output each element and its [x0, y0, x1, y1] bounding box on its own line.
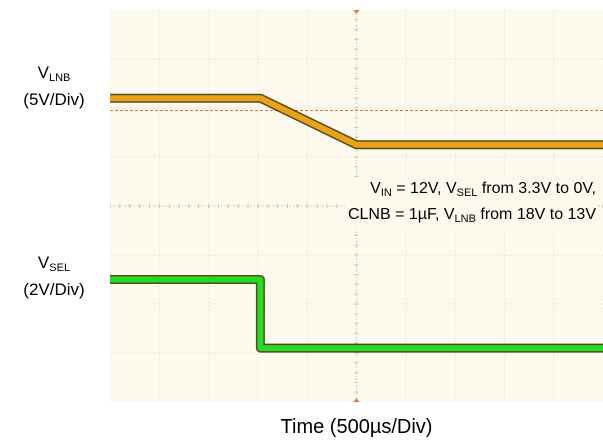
trigger-marker-top [353, 10, 360, 14]
trace-vlnb [110, 95, 603, 148]
vsel-scale: (2V/Div) [23, 280, 85, 299]
annotation-line-2: CLNB = 1µF, VLNB from 18V to 13V [347, 206, 596, 225]
vlnb-label: VLNB (5V/Div) [23, 63, 85, 109]
traces [110, 93, 603, 353]
trigger-marker-bottom [353, 398, 360, 402]
x-axis-label: Time (500µs/Div) [280, 416, 433, 438]
trace-vsel [110, 276, 603, 352]
vsel-label: VSEL (2V/Div) [23, 253, 85, 299]
test-conditions: VIN = 12V, VSEL from 3.3V to 0V, CLNB = … [345, 178, 598, 230]
vlnb-scale: (5V/Div) [23, 90, 85, 109]
annotation-line-1: VIN = 12V, VSEL from 3.3V to 0V, [370, 180, 596, 199]
